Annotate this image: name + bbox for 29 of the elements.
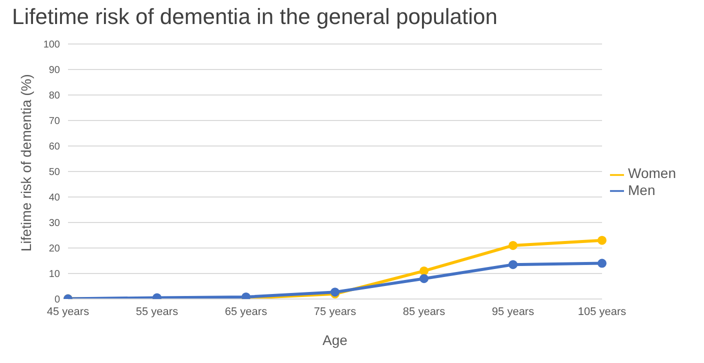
point [508,240,518,250]
y-tick-label: 70 [48,116,60,128]
x-tick-label: 45 years [46,306,90,318]
x-tick-label: 65 years [224,306,268,318]
y-tick-label: 30 [48,218,60,230]
y-tick-label: 50 [48,167,60,178]
legend-label: Men [628,182,656,198]
x-tick-label: 55 years [136,306,179,318]
x-tick-label: 85 years [402,306,446,318]
y-axis-title: Lifetime risk of dementia (%) [18,74,34,252]
x-tick-label: 75 years [314,306,357,318]
y-tick-label: 40 [48,192,60,204]
point [420,266,429,276]
chart-title: Lifetime risk of dementia in the general population [12,4,498,30]
y-tick-label: 80 [48,90,60,102]
point [598,236,607,245]
y-tick-label: 20 [48,244,60,255]
legend-label: Women [628,165,676,182]
point [420,274,429,284]
x-tick-label: 105 years [578,306,627,318]
y-tick-label: 100 [43,40,60,51]
x-tick-label: 95 years [492,306,535,318]
point [598,258,607,268]
x-axis-title: Age [322,332,348,348]
y-tick-label: 60 [48,142,60,153]
y-tick-label: 90 [48,65,60,76]
point [508,260,518,270]
y-tick-label: 0 [54,294,60,306]
y-tick-label: 10 [48,269,60,280]
